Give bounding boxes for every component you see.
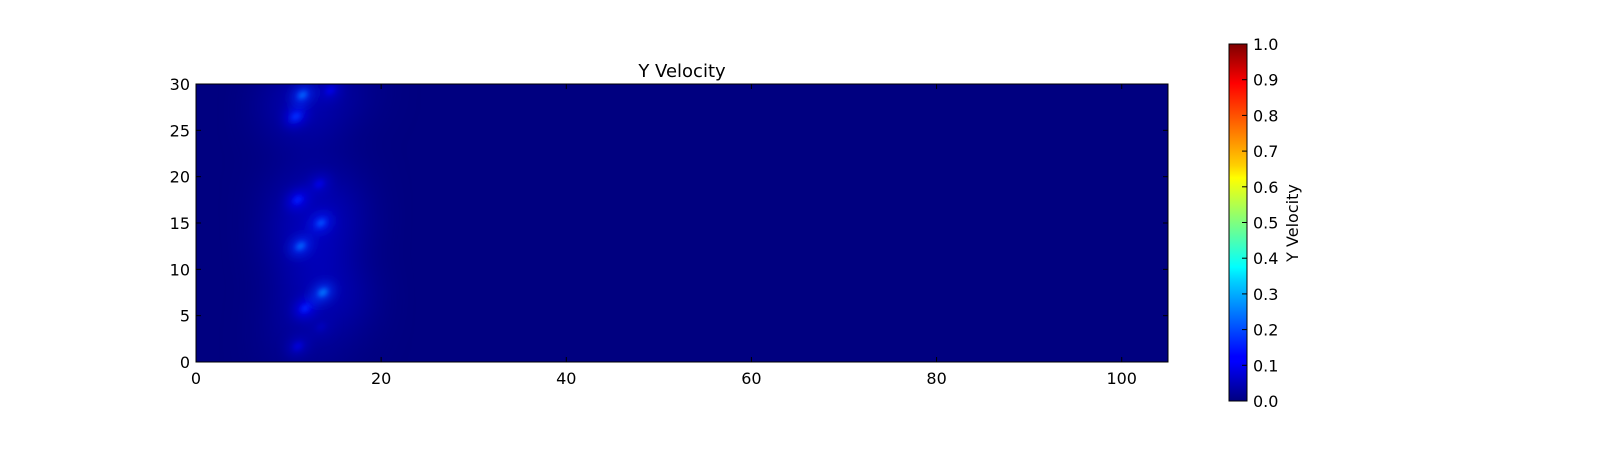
heatmap-hotspot-layer [291,86,335,351]
y-tick-label: 5 [180,307,190,326]
y-tick-label: 0 [180,353,190,372]
hotspot [293,342,303,351]
colorbar-label: Y Velocity [1283,184,1302,263]
heatmap-mid-layer [286,84,341,355]
x-tick-label: 80 [926,369,946,388]
hotspot [314,180,324,188]
colorbar-tick-label: 0.0 [1253,392,1278,411]
colorbar-tick-label: 0.5 [1253,214,1278,233]
hotspot-glow [296,84,377,117]
hotspot [300,304,310,313]
x-axis: 0 20 40 60 80 100 [191,84,1137,388]
hotspot [291,112,301,121]
colorbar-tick-label: 0.4 [1253,249,1278,268]
hotspot [293,195,303,204]
colorbar-tick-label: 0.1 [1253,356,1278,375]
y-tick-label: 20 [170,168,190,187]
colorbar-tick-label: 0.6 [1253,178,1278,197]
x-tick-label: 100 [1106,369,1137,388]
colorbar-tick-label: 0.7 [1253,142,1278,161]
y-tick-label: 15 [170,214,190,233]
hotspot [318,288,328,297]
x-tick-label: 20 [371,369,391,388]
y-tick-label: 30 [170,75,190,94]
hotspot [296,242,306,251]
colorbar-tick-label: 0.3 [1253,285,1278,304]
hotspot [316,219,326,227]
y-axis: 0 5 10 15 20 25 30 [170,75,1168,372]
colorbar: 0.0 0.1 0.2 0.3 0.4 0.5 0.6 0.7 0.8 0.9 1.0 Y Velo… [1228,35,1302,411]
colorbar-tick-label: 0.2 [1253,321,1278,340]
colorbar-ticks: 0.0 0.1 0.2 0.3 0.4 0.5 0.6 0.7 0.8 0.9 1.0 [1242,35,1278,411]
hotspot [316,322,326,331]
hotspot [297,91,307,100]
hotspot [325,86,335,95]
colorbar-tick-label: 0.8 [1253,106,1278,125]
heatmap-area [196,84,1168,362]
x-tick-label: 60 [741,369,761,388]
x-tick-label: 0 [191,369,201,388]
y-tick-label: 10 [170,260,190,279]
colorbar-tick-label: 0.9 [1253,71,1278,90]
colorbar-tick-label: 1.0 [1253,35,1278,54]
x-tick-label: 40 [556,369,576,388]
y-tick-label: 25 [170,121,190,140]
chart-title: Y Velocity [637,61,726,82]
